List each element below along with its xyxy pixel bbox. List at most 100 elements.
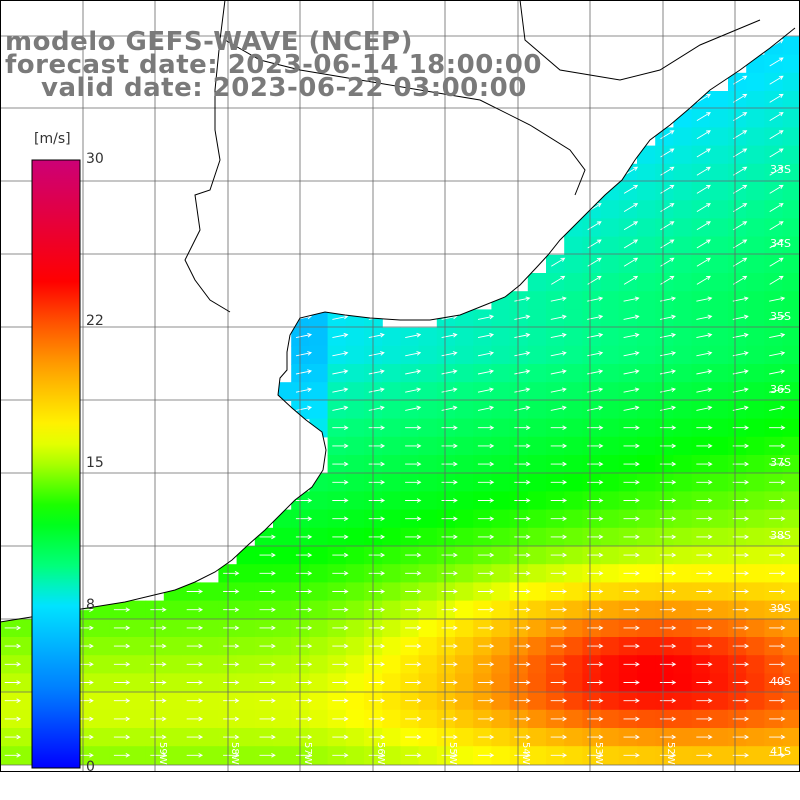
wind-cell bbox=[600, 673, 620, 693]
model-title: modelo GEFS-WAVE (NCEP) bbox=[5, 27, 413, 57]
latitude-labels: 33S 34S 35S 36S 37S 38S 39S 40S 41S bbox=[770, 163, 791, 758]
wind-arrow bbox=[696, 480, 713, 485]
wind-cell bbox=[637, 746, 656, 765]
wind-cell bbox=[709, 728, 729, 747]
wind-arrow bbox=[769, 516, 786, 521]
wind-cell bbox=[782, 364, 800, 383]
wind-arrow bbox=[769, 425, 786, 430]
wind-cell bbox=[418, 709, 438, 729]
wind-cell bbox=[382, 546, 401, 565]
wind-arrow bbox=[623, 716, 640, 722]
wind-arrow bbox=[769, 607, 786, 612]
wind-arrow bbox=[550, 625, 568, 631]
wind-arrow bbox=[769, 314, 786, 320]
wind-cell bbox=[782, 637, 800, 656]
wind-arrow bbox=[368, 425, 386, 430]
wind-cell bbox=[273, 655, 292, 674]
wind-cell bbox=[600, 473, 620, 492]
wind-arrow bbox=[623, 387, 640, 393]
wind-cell bbox=[382, 709, 401, 729]
wind-cell bbox=[418, 382, 438, 401]
wind-cell bbox=[345, 345, 365, 365]
wind-cell bbox=[746, 200, 765, 219]
wind-cell bbox=[382, 418, 401, 438]
wind-cell bbox=[345, 582, 365, 602]
wind-arrow bbox=[477, 716, 495, 722]
wind-arrow bbox=[332, 369, 349, 375]
wind-cell bbox=[236, 582, 256, 602]
wind-cell bbox=[709, 655, 729, 674]
wind-arrow bbox=[332, 314, 349, 320]
wind-cell bbox=[709, 455, 729, 474]
wind-cell bbox=[491, 637, 511, 656]
wind-cell bbox=[200, 637, 219, 656]
wind-arrow bbox=[441, 698, 458, 703]
wind-arrow bbox=[223, 589, 240, 594]
wind-cell bbox=[673, 345, 693, 365]
wind-arrow bbox=[441, 387, 458, 393]
wind-cell bbox=[527, 637, 547, 656]
wind-arrow bbox=[477, 643, 495, 649]
wind-arrow bbox=[514, 480, 531, 485]
wind-arrow bbox=[441, 625, 458, 631]
wind-cell bbox=[782, 400, 800, 420]
wind-cell bbox=[345, 418, 365, 438]
wind-cell bbox=[746, 746, 765, 765]
wind-arrow bbox=[223, 698, 240, 703]
wind-cell bbox=[673, 309, 693, 329]
wind-arrow bbox=[332, 571, 349, 576]
wind-arrow bbox=[659, 571, 677, 576]
wind-arrow bbox=[696, 387, 713, 393]
wind-cell bbox=[127, 673, 147, 693]
wind-cell bbox=[418, 691, 438, 711]
wind-cell bbox=[746, 655, 765, 674]
colorbar-unit: [m/s] bbox=[34, 131, 71, 147]
wind-cell bbox=[782, 546, 800, 565]
wind-cell bbox=[127, 618, 147, 638]
wind-arrow bbox=[696, 571, 713, 576]
wind-arrow bbox=[332, 607, 349, 612]
wind-cell bbox=[455, 564, 474, 583]
wind-arrow bbox=[659, 351, 677, 357]
wind-cell bbox=[455, 491, 474, 511]
wind-cell bbox=[418, 582, 438, 602]
wind-arrow bbox=[259, 662, 276, 667]
lat-lon-grid bbox=[0, 0, 800, 772]
wind-cell bbox=[746, 637, 765, 656]
wind-arrow bbox=[405, 480, 422, 485]
wind-arrow bbox=[733, 75, 748, 85]
wind-cell bbox=[564, 655, 583, 674]
wind-arrow bbox=[623, 425, 640, 430]
wind-cell bbox=[746, 673, 765, 693]
wind-cell bbox=[673, 455, 693, 474]
forecast-date: forecast date: 2023-06-14 18:00:00 bbox=[5, 50, 542, 80]
wind-cell bbox=[455, 418, 474, 438]
wind-arrow bbox=[769, 112, 784, 121]
wind-cell bbox=[782, 455, 800, 474]
wind-cell bbox=[382, 455, 401, 474]
wind-cell bbox=[455, 728, 474, 747]
wind-arrow bbox=[477, 625, 495, 631]
wind-arrow bbox=[477, 369, 495, 375]
wind-cell bbox=[637, 655, 656, 674]
wind-arrow bbox=[332, 405, 349, 411]
wind-cell bbox=[782, 218, 800, 238]
wind-cell bbox=[491, 527, 511, 547]
wind-cell bbox=[127, 655, 147, 674]
wind-cell bbox=[236, 600, 256, 620]
wind-arrow bbox=[405, 734, 422, 740]
wind-arrow bbox=[623, 552, 640, 558]
wind-arrow bbox=[769, 221, 784, 231]
wind-cell bbox=[345, 655, 365, 674]
wind-cell bbox=[309, 691, 329, 711]
wind-cell bbox=[455, 364, 474, 383]
wind-cell bbox=[709, 109, 729, 128]
wind-cell bbox=[637, 709, 656, 729]
wind-cell bbox=[200, 618, 219, 638]
wind-arrow bbox=[696, 662, 713, 667]
wind-arrow bbox=[332, 589, 349, 594]
wind-cell bbox=[491, 691, 511, 711]
wind-cell bbox=[236, 709, 256, 729]
wind-cell bbox=[345, 455, 365, 474]
wind-arrow bbox=[332, 552, 349, 558]
